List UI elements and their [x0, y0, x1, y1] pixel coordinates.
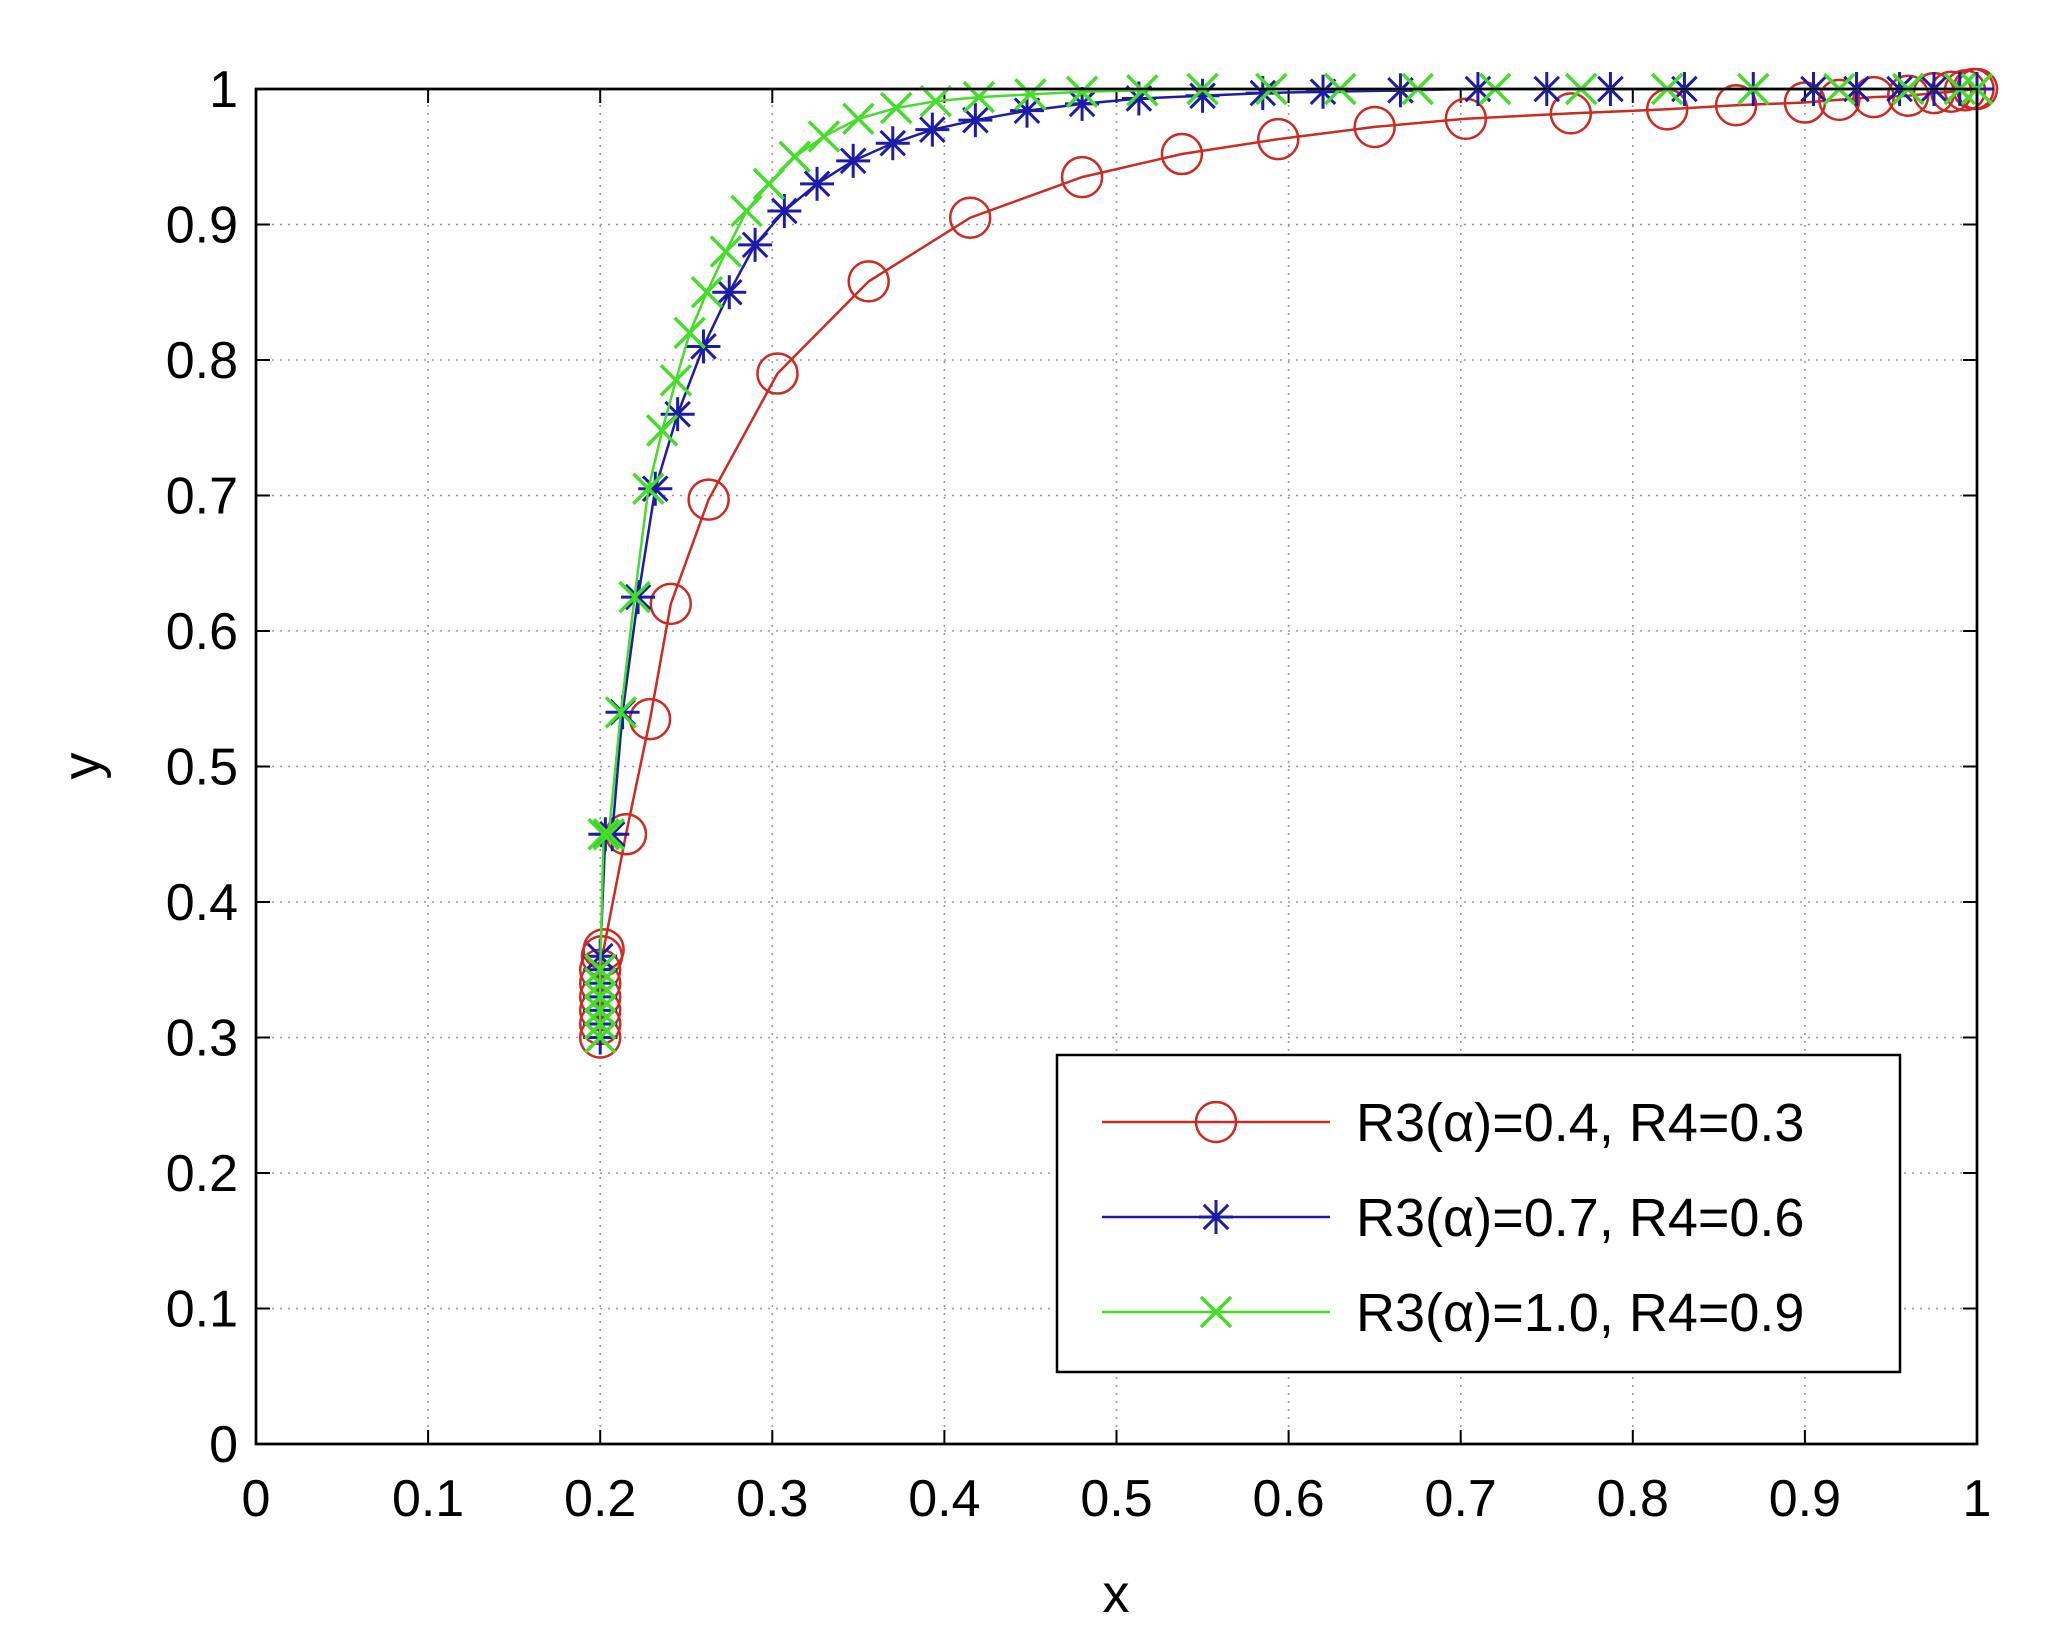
y-axis-label: y — [52, 753, 112, 780]
y-tick-label: 1 — [209, 61, 238, 119]
data-point — [1185, 78, 1220, 113]
legend-label: R3(α)=0.4, R4=0.3 — [1356, 1093, 1804, 1153]
data-point — [1126, 74, 1159, 107]
x-tick-label: 0.7 — [1425, 1470, 1497, 1528]
data-point — [1160, 132, 1204, 176]
legend-label: R3(α)=1.0, R4=0.9 — [1356, 1283, 1804, 1343]
data-point — [1383, 73, 1418, 108]
data-point — [649, 582, 693, 626]
y-tick-label: 0.3 — [166, 1010, 238, 1068]
data-point — [1257, 117, 1300, 161]
data-point — [632, 472, 665, 505]
legend-marker — [1199, 1295, 1233, 1329]
y-tick-label: 0.9 — [166, 197, 238, 255]
data-point — [645, 414, 679, 447]
legend: R3(α)=0.4, R4=0.3 R3(α)=0.7, R4=0.6 R3(α)=… — [1055, 1053, 1902, 1374]
data-point — [621, 580, 656, 615]
data-point — [1065, 75, 1099, 108]
data-point — [1353, 105, 1396, 149]
data-point — [587, 818, 620, 851]
data-point — [1852, 75, 1895, 119]
data-point — [836, 143, 871, 178]
data-point — [638, 471, 673, 506]
data-point — [738, 227, 773, 262]
data-point — [1818, 78, 1861, 122]
x-tick-labels: 0 0.1 0.2 0.3 0.4 0.5 0.6 0.7 0.8 0.9 1 — [242, 1470, 1992, 1528]
x-tick-label: 1 — [1963, 1470, 1992, 1528]
data-point — [687, 478, 730, 521]
y-tick-label: 0.4 — [166, 874, 238, 932]
x-tick-label: 0.2 — [564, 1470, 636, 1528]
legend-marker — [1199, 1200, 1233, 1234]
legend-label: R3(α)=0.7, R4=0.6 — [1356, 1188, 1804, 1248]
data-point — [879, 91, 913, 125]
data-point — [1306, 74, 1341, 109]
data-point — [919, 84, 953, 118]
x-tick-label: 0.3 — [736, 1470, 808, 1528]
y-tick-label: 0.7 — [166, 468, 238, 526]
data-point — [948, 196, 992, 239]
data-point — [583, 953, 617, 986]
data-point — [752, 167, 786, 201]
data-point — [730, 194, 763, 228]
data-point — [800, 166, 835, 201]
y-tick-labels: 0 0.1 0.2 0.3 0.4 0.5 0.6 0.7 0.8 0.9 1 — [166, 61, 238, 1474]
y-tick-label: 0.6 — [166, 603, 238, 661]
data-point — [767, 193, 802, 228]
data-point — [583, 994, 617, 1027]
data-point — [962, 80, 996, 114]
data-point — [875, 126, 910, 161]
plot-frame — [254, 87, 1979, 1446]
x-tick-label: 0.6 — [1252, 1470, 1324, 1528]
x-tick-label: 0.1 — [392, 1470, 464, 1528]
legend-entry: R3(α)=0.7, R4=0.6 — [1102, 1188, 1804, 1248]
x-axis-label: x — [1103, 1564, 1130, 1624]
data-point — [618, 580, 651, 614]
x-tick-label: 0.4 — [908, 1470, 980, 1528]
data-point — [583, 1021, 617, 1054]
x-tick-label: 0 — [242, 1470, 271, 1528]
data-point — [1014, 78, 1047, 111]
data-point — [842, 102, 875, 136]
data-point — [592, 818, 626, 851]
y-tick-label: 0 — [209, 1416, 238, 1474]
data-point — [847, 260, 890, 303]
data-point — [756, 352, 799, 395]
data-point — [915, 112, 950, 147]
data-point — [1444, 97, 1488, 141]
data-point — [673, 316, 706, 350]
data-point — [690, 276, 724, 309]
y-tick-label: 0.1 — [166, 1281, 238, 1339]
data-point — [583, 1007, 617, 1041]
data-point — [778, 140, 811, 173]
data-point — [1549, 92, 1593, 135]
data-point — [595, 817, 630, 852]
data-point — [709, 235, 743, 268]
data-point — [583, 980, 617, 1014]
data-point — [807, 120, 841, 153]
legend-entry: R3(α)=0.4, R4=0.3 — [1102, 1093, 1804, 1153]
data-point — [712, 275, 747, 310]
data-point — [659, 364, 693, 397]
x-tick-label: 0.8 — [1597, 1470, 1669, 1528]
y-tick-label: 0.5 — [166, 739, 238, 797]
data-point — [1714, 84, 1758, 127]
legend-marker — [1194, 1100, 1238, 1144]
legend-box — [1055, 1053, 1902, 1374]
x-tick-label: 0.9 — [1769, 1470, 1841, 1528]
legend-entry: R3(α)=1.0, R4=0.9 — [1102, 1283, 1804, 1343]
data-point — [604, 696, 638, 729]
data-point — [1060, 155, 1104, 199]
data-point — [583, 967, 617, 1000]
y-tick-label: 0.2 — [166, 1145, 238, 1203]
y-tick-label: 0.8 — [166, 332, 238, 390]
x-tick-label: 0.5 — [1080, 1470, 1152, 1528]
data-point — [958, 103, 993, 138]
